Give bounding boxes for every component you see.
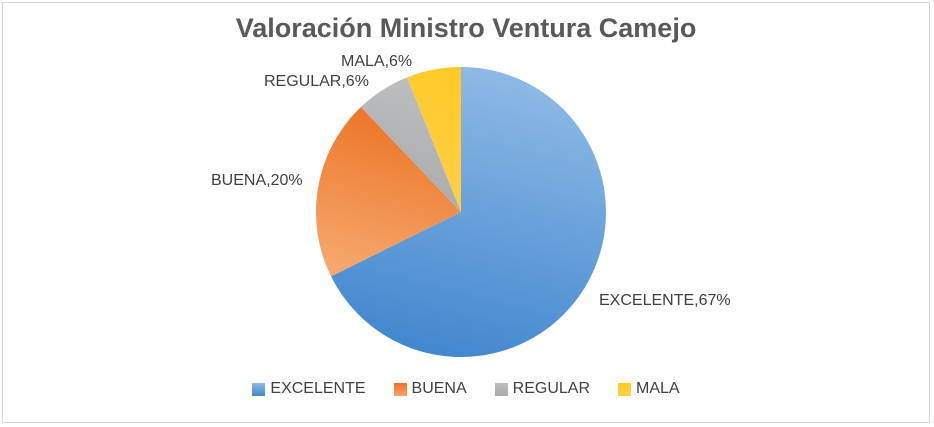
chart-frame: Valoración Ministro Ventura Camejo MALA,… — [2, 2, 930, 423]
legend-label: MALA — [636, 380, 680, 397]
legend-item-buena[interactable]: BUENA — [393, 380, 467, 398]
pie-slice-regular[interactable] — [360, 77, 461, 212]
data-label-regular: REGULAR,6% — [264, 73, 369, 90]
pie-slice-buena[interactable] — [316, 107, 461, 277]
pie-slice-excelente[interactable] — [331, 67, 606, 357]
legend-item-regular[interactable]: REGULAR — [494, 380, 591, 398]
data-label-excelente: EXCELENTE,67% — [599, 292, 731, 309]
pie-slice-mala[interactable] — [407, 67, 461, 212]
legend-label: REGULAR — [512, 380, 591, 397]
pie-chart — [316, 67, 606, 357]
legend-label: BUENA — [411, 380, 467, 397]
data-label-mala: MALA,6% — [341, 53, 413, 70]
data-label-buena: BUENA,20% — [211, 172, 303, 189]
legend-swatch-buena-icon — [393, 382, 407, 396]
legend-label: EXCELENTE — [270, 380, 366, 397]
legend-swatch-regular-icon — [494, 382, 508, 396]
chart-title: Valoración Ministro Ventura Camejo — [235, 13, 697, 43]
legend-swatch-mala-icon — [618, 382, 632, 396]
legend-item-mala[interactable]: MALA — [618, 380, 680, 398]
legend-item-excelente[interactable]: EXCELENTE — [252, 380, 366, 398]
legend-swatch-excelente-icon — [252, 382, 266, 396]
legend: EXCELENTE BUENA REGULAR MALA — [3, 380, 929, 398]
